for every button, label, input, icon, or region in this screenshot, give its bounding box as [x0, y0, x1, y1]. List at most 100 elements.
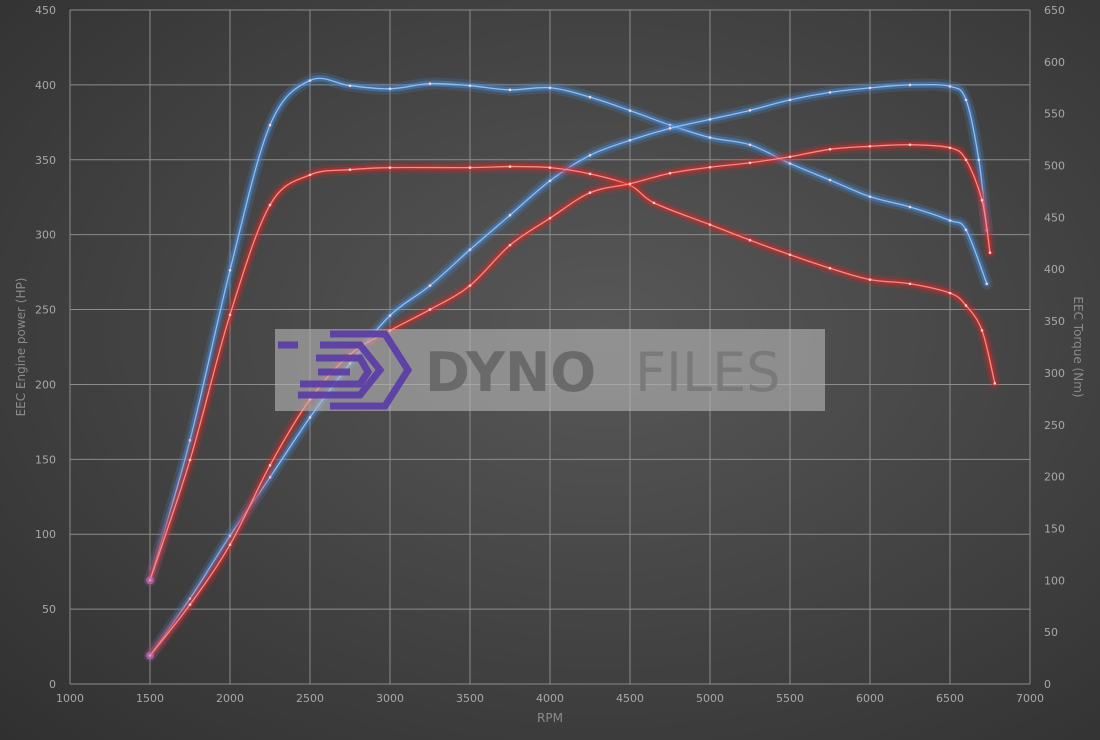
data-point	[788, 253, 792, 257]
data-point	[308, 173, 312, 177]
data-point	[748, 109, 752, 112]
data-point	[788, 162, 792, 165]
y-right-tick-label: 100	[1044, 574, 1065, 587]
data-point	[588, 95, 592, 99]
x-tick-label: 1000	[56, 692, 84, 705]
data-point	[948, 85, 952, 88]
watermark-text-dyno: DYNO	[425, 341, 596, 404]
y-right-tick-label: 400	[1044, 263, 1065, 276]
data-point	[548, 166, 552, 169]
x-tick-label: 4500	[616, 692, 644, 705]
data-point	[508, 213, 512, 217]
data-point	[980, 198, 984, 202]
data-point	[468, 284, 472, 287]
data-point	[508, 165, 512, 168]
x-tick-label: 5500	[776, 692, 804, 705]
data-point	[188, 439, 192, 442]
data-point	[388, 87, 392, 91]
data-point	[548, 216, 552, 220]
watermark: DYNO FILES	[275, 329, 825, 411]
x-tick-label: 3500	[456, 692, 484, 705]
data-point	[788, 155, 792, 159]
x-tick-label: 6500	[936, 692, 964, 705]
x-axis-label: RPM	[537, 711, 563, 725]
data-point	[388, 314, 392, 317]
x-tick-label: 2000	[216, 692, 244, 705]
y-left-tick-label: 50	[42, 603, 56, 616]
data-point	[668, 123, 672, 127]
data-point	[748, 161, 752, 165]
data-point	[228, 534, 232, 538]
y-right-tick-label: 550	[1044, 108, 1065, 121]
data-point	[468, 84, 472, 87]
series-line	[149, 83, 988, 656]
x-tick-label: 2500	[296, 692, 324, 705]
data-point	[748, 238, 752, 242]
data-point	[348, 84, 352, 87]
y-right-tick-label: 450	[1044, 211, 1065, 224]
series-0-torque-line	[144, 72, 993, 587]
series-start-marker	[146, 651, 154, 660]
y-right-tick-label: 350	[1044, 315, 1065, 328]
y-left-tick-label: 300	[35, 229, 56, 242]
series-start-marker	[146, 576, 154, 585]
data-point	[628, 182, 632, 186]
data-point	[708, 136, 712, 139]
data-point	[868, 86, 872, 90]
data-point	[628, 109, 632, 112]
watermark-text-files: FILES	[635, 341, 780, 404]
data-point	[668, 171, 672, 175]
y-right-tick-label: 300	[1044, 367, 1065, 380]
y-left-tick-label: 100	[35, 528, 56, 541]
y-right-tick-label: 650	[1044, 4, 1065, 17]
data-point	[188, 603, 192, 606]
data-point	[964, 304, 968, 307]
data-point	[908, 83, 912, 87]
data-point	[964, 158, 968, 162]
data-point	[548, 179, 552, 183]
data-point	[708, 223, 712, 226]
data-point	[828, 147, 832, 151]
data-point	[964, 228, 968, 232]
data-point	[508, 243, 512, 247]
y-right-tick-label: 0	[1044, 678, 1051, 691]
y-right-tick-label: 150	[1044, 522, 1065, 535]
x-tick-label: 7000	[1016, 692, 1044, 705]
y-left-tick-label: 0	[49, 678, 56, 691]
data-point	[868, 278, 872, 281]
data-point	[588, 172, 592, 176]
data-point	[985, 282, 989, 286]
y-right-tick-label: 200	[1044, 471, 1065, 484]
y-right-tick-label: 50	[1044, 626, 1058, 639]
y-right-tick-label: 600	[1044, 56, 1065, 69]
data-point	[948, 146, 952, 150]
y-left-tick-label: 400	[35, 79, 56, 92]
data-point	[188, 458, 192, 462]
data-point	[468, 166, 472, 169]
dynofiles-logo-icon	[278, 330, 413, 410]
y-right-tick-label: 500	[1044, 160, 1065, 173]
data-point	[652, 201, 656, 205]
data-point	[980, 329, 984, 332]
y-left-tick-label: 150	[35, 453, 56, 466]
y-left-axis-label: EEC Engine power (HP)	[14, 278, 28, 417]
x-tick-label: 1500	[136, 692, 164, 705]
data-point	[428, 308, 432, 311]
data-point	[668, 127, 672, 130]
data-point	[993, 381, 997, 385]
data-point	[548, 86, 552, 90]
data-point	[708, 165, 712, 169]
data-point	[228, 543, 232, 547]
data-point	[468, 248, 472, 251]
data-point	[428, 284, 432, 287]
data-point	[708, 118, 712, 121]
data-point	[348, 168, 352, 171]
data-point	[988, 251, 992, 254]
data-point	[268, 123, 272, 127]
x-tick-label: 6000	[856, 692, 884, 705]
data-point	[588, 191, 592, 195]
x-tick-label: 5000	[696, 692, 724, 705]
series-2-torque-line	[144, 160, 1001, 587]
data-point	[228, 268, 232, 272]
